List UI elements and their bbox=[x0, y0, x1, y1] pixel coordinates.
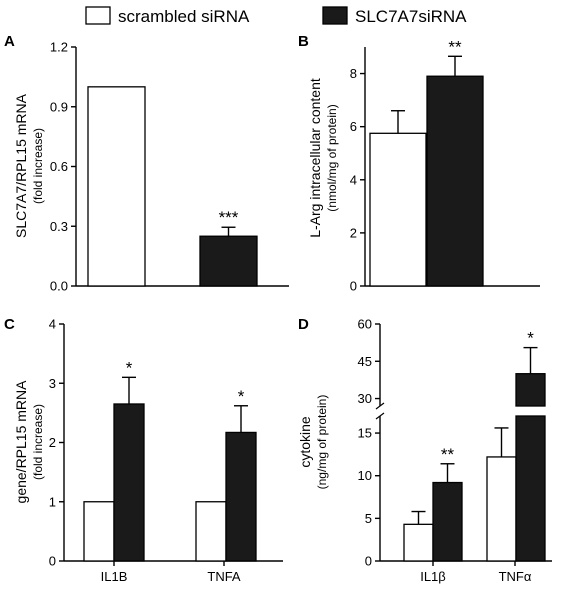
panel-d-ytick-label: 45 bbox=[358, 354, 372, 369]
panel-d-axis-break-mark bbox=[375, 412, 385, 420]
panel-b-ytick-label: 6 bbox=[350, 119, 357, 134]
panel-c-category-label: TNFA bbox=[207, 569, 241, 584]
panel-c-bar bbox=[83, 501, 115, 562]
panel-a-ytick-label: 0.0 bbox=[50, 279, 68, 294]
panel-letter-b: B bbox=[298, 33, 309, 50]
legend: scrambled siRNA SLC7A7siRNA bbox=[85, 6, 467, 26]
panel-c-ytick-label: 0 bbox=[49, 554, 56, 569]
panel-d-ytick-label: 15 bbox=[358, 426, 372, 441]
panel-a-ylabel2: (fold increase) bbox=[31, 128, 45, 204]
legend-swatch-scrambled bbox=[85, 6, 111, 25]
panel-c-significance: * bbox=[238, 387, 245, 406]
panel-d-category-label: IL1β bbox=[420, 569, 446, 584]
panel-c-bar bbox=[225, 431, 257, 562]
panel-c-bar bbox=[195, 501, 227, 562]
panel-b-ytick-label: 4 bbox=[350, 172, 357, 187]
panel-b-significance: ** bbox=[448, 37, 462, 56]
panel-d-ytick-label: 5 bbox=[365, 511, 372, 526]
panel-d-category-label: TNFα bbox=[499, 569, 532, 584]
panel-c-ytick-label: 4 bbox=[49, 317, 56, 332]
panel-d-bar bbox=[432, 481, 463, 562]
panel-d-ylabel2: (ng/mg of protein) bbox=[315, 395, 329, 490]
panel-a-ytick-label: 1.2 bbox=[50, 40, 68, 55]
panel-letter-d: D bbox=[298, 316, 309, 333]
panel-c-bar bbox=[113, 403, 145, 562]
panel-a-bar bbox=[87, 86, 146, 287]
panel-a-ytick-label: 0.6 bbox=[50, 159, 68, 174]
panel-a-ytick-label: 0.3 bbox=[50, 219, 68, 234]
panel-d-ytick-label: 0 bbox=[365, 554, 372, 569]
panel-b-ylabel: L-Arg intracellular content bbox=[307, 78, 323, 238]
panel-c-significance: * bbox=[126, 358, 133, 377]
panel-d-bar-lower bbox=[515, 415, 546, 562]
panel-c-ytick-label: 2 bbox=[49, 435, 56, 450]
legend-label-slc7a7: SLC7A7siRNA bbox=[355, 7, 467, 26]
panel-d-bar-upper bbox=[515, 373, 546, 407]
panel-d-ytick-label: 30 bbox=[358, 391, 372, 406]
panel-d-ytick-label: 10 bbox=[358, 468, 372, 483]
panel-a-ytick-label: 0.9 bbox=[50, 99, 68, 114]
panel-d-axis-break-mark bbox=[375, 402, 385, 410]
panel-letter-a: A bbox=[4, 33, 15, 50]
panel-d-bar bbox=[486, 456, 517, 562]
panel-d-significance: ** bbox=[441, 445, 455, 464]
panel-c-ylabel: gene/RPL15 mRNA bbox=[13, 380, 29, 504]
panel-d-bar bbox=[403, 523, 434, 562]
panel-d-significance: * bbox=[527, 329, 534, 348]
panel-a-significance: *** bbox=[219, 208, 239, 227]
panel-a-bar bbox=[199, 235, 258, 287]
panel-b-ytick-label: 2 bbox=[350, 225, 357, 240]
panel-c-ylabel2: (fold increase) bbox=[31, 404, 45, 480]
panel-b-ytick-label: 0 bbox=[350, 279, 357, 294]
panel-b-bar bbox=[369, 132, 427, 287]
panel-b-bar bbox=[426, 75, 484, 287]
legend-swatch-slc7a7 bbox=[322, 6, 348, 25]
panel-c-category-label: IL1B bbox=[101, 569, 128, 584]
panel-b-ylabel2: (nmol/mg of protein) bbox=[325, 104, 339, 211]
panel-a-ylabel: SLC7A7/RPL15 mRNA bbox=[13, 93, 29, 238]
panel-a-plot: 0.0 0.3 0.6 0.9 1.2 *** bbox=[50, 40, 289, 294]
panel-c-ytick-label: 3 bbox=[49, 376, 56, 391]
panel-d-ylabel: cytokine bbox=[297, 416, 313, 468]
legend-label-scrambled: scrambled siRNA bbox=[118, 7, 250, 26]
panel-letter-c: C bbox=[4, 316, 15, 333]
panel-b-plot: 0 2 4 6 8 ** bbox=[350, 37, 540, 294]
panel-b-ytick-label: 8 bbox=[350, 66, 357, 81]
panel-d-ytick-label: 60 bbox=[358, 317, 372, 332]
panel-c-plot: 0 1 2 3 4 * * IL1B TNFA bbox=[49, 317, 283, 584]
panel-c-ytick-label: 1 bbox=[49, 494, 56, 509]
